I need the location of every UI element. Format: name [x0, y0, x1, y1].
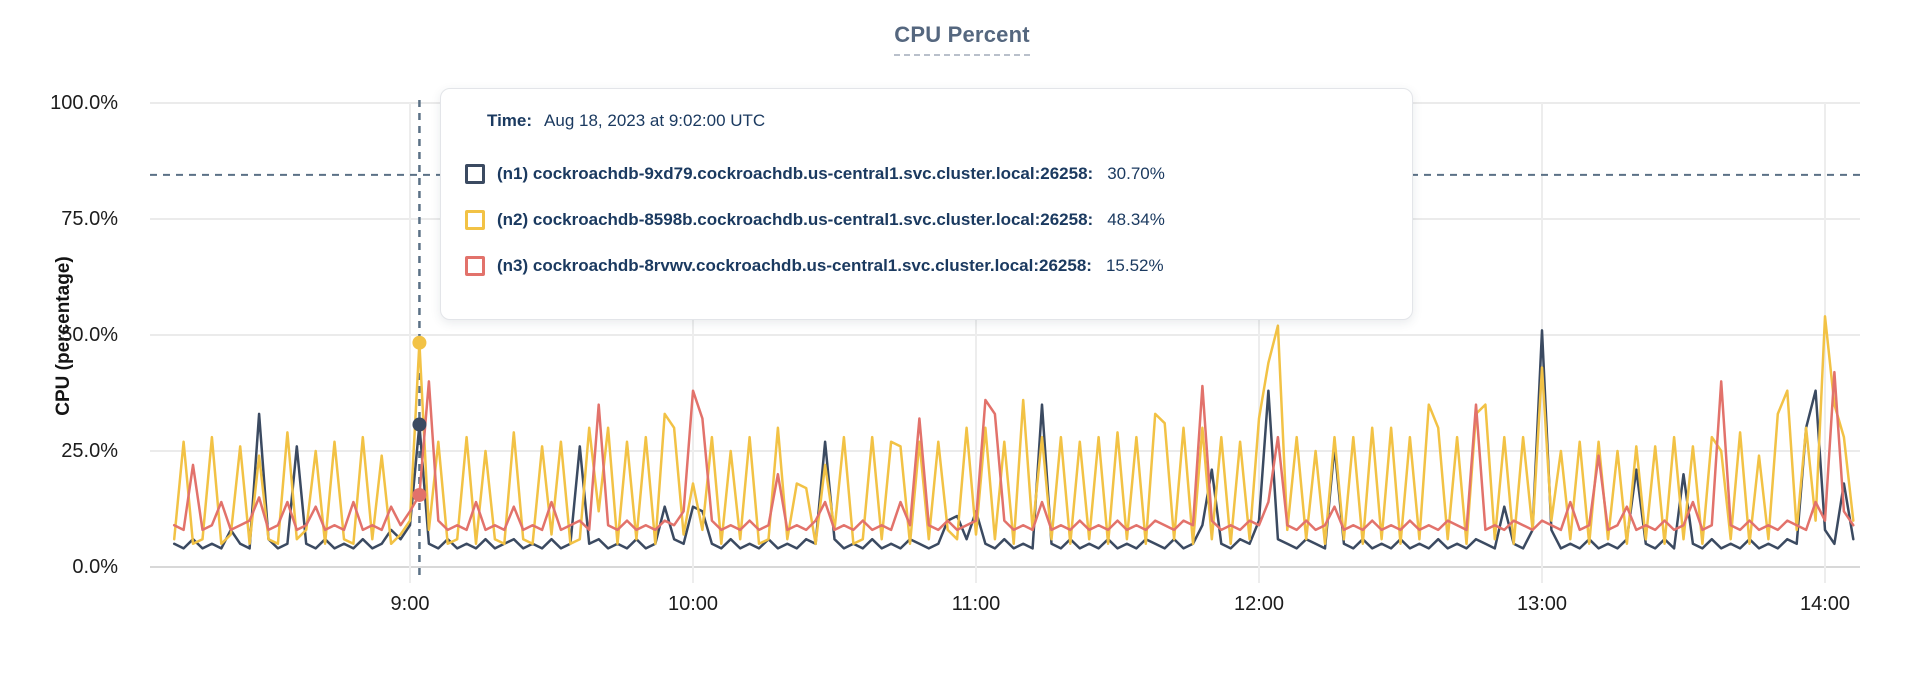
tooltip-series-row: (n2) cockroachdb-8598b.cockroachdb.us-ce… [465, 207, 1388, 233]
chart-title-wrap: CPU Percent [0, 22, 1924, 56]
hover-dot [412, 417, 427, 432]
y-tick-100: 100.0% [50, 92, 118, 114]
x-tick-13: 13:00 [1516, 593, 1568, 615]
y-tick-0: 0.0% [72, 556, 118, 578]
tooltip-series-row: (n1) cockroachdb-9xd79.cockroachdb.us-ce… [465, 161, 1388, 187]
x-tick-10: 10:00 [667, 593, 719, 615]
y-tick-50: 50.0% [61, 324, 118, 346]
hover-tooltip: Time: Aug 18, 2023 at 9:02:00 UTC (n1) co… [440, 88, 1413, 320]
series-n3-swatch-icon [465, 256, 485, 276]
series-n2-label: (n2) cockroachdb-8598b.cockroachdb.us-ce… [497, 210, 1094, 229]
series-n2-swatch-icon [465, 210, 485, 230]
series-line-n2 [172, 315, 1855, 546]
series-n1-value: 30.70% [1107, 164, 1165, 183]
x-tick-9: 9:00 [390, 593, 430, 615]
tooltip-time-value: Aug 18, 2023 at 9:02:00 UTC [544, 111, 766, 130]
chart-title: CPU Percent [894, 22, 1030, 56]
hover-dot [412, 335, 427, 350]
y-tick-75: 75.0% [61, 208, 118, 230]
tooltip-series-row: (n3) cockroachdb-8rvwv.cockroachdb.us-ce… [465, 253, 1388, 279]
tooltip-time-label: Time: [487, 111, 533, 130]
series-n2-value: 48.34% [1107, 210, 1165, 229]
series-n3-value: 15.52% [1105, 256, 1164, 275]
tooltip-time-row: Time: Aug 18, 2023 at 9:02:00 UTC [465, 111, 1388, 131]
y-tick-25: 25.0% [61, 440, 118, 462]
series-line-n1 [172, 329, 1855, 550]
hover-dot [412, 487, 427, 502]
series-n3-label: (n3) cockroachdb-8rvwv.cockroachdb.us-ce… [497, 256, 1092, 275]
x-tick-11: 11:00 [951, 593, 1001, 615]
series-n1-label: (n1) cockroachdb-9xd79.cockroachdb.us-ce… [497, 164, 1094, 183]
x-tick-14: 14:00 [1799, 593, 1851, 615]
series-n1-swatch-icon [465, 164, 485, 184]
series-line-n3 [172, 370, 1855, 532]
x-tick-12: 12:00 [1233, 593, 1285, 615]
